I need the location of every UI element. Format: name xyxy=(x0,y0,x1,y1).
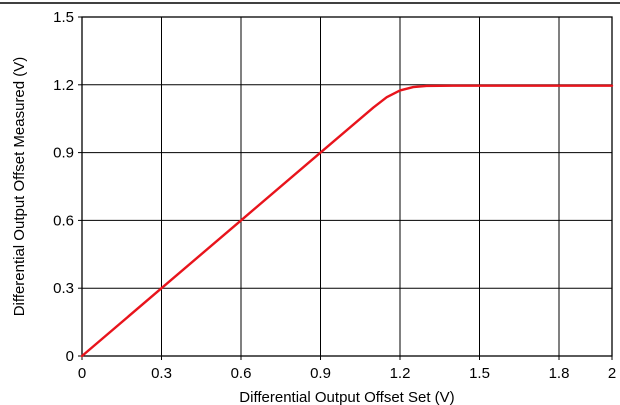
x-tick-label: 0.9 xyxy=(310,365,331,382)
y-tick-label: 1.2 xyxy=(53,77,74,94)
grid-lines xyxy=(82,17,612,356)
plot-frame xyxy=(81,16,613,357)
x-tick-label: 1.2 xyxy=(390,365,411,382)
y-tick-label: 0.3 xyxy=(53,280,74,297)
tick-labels: 0 0.3 0.6 0.9 1.2 1.5 1.8 2 0 0.3 0.6 0.9 1.2 1.5 xyxy=(53,9,616,382)
y-tick-label: 1.5 xyxy=(53,9,74,26)
x-tick-label: 1.5 xyxy=(469,365,490,382)
x-axis-title: Differential Output Offset Set (V) xyxy=(239,389,454,405)
x-tick-label: 0.6 xyxy=(231,365,252,382)
tick-marks xyxy=(78,16,613,360)
x-tick-label: 0.3 xyxy=(151,365,172,382)
x-tick-label: 2 xyxy=(608,365,616,382)
x-tick-label: 0 xyxy=(78,365,86,382)
y-tick-label: 0 xyxy=(66,348,74,365)
series-line xyxy=(80,84,614,358)
x-tick-label: 1.8 xyxy=(549,365,570,382)
y-tick-label: 0.9 xyxy=(53,145,74,162)
y-tick-label: 0.6 xyxy=(53,212,74,229)
series-layer xyxy=(80,84,614,358)
y-axis-title: Differential Output Offset Measured (V) xyxy=(11,57,28,317)
